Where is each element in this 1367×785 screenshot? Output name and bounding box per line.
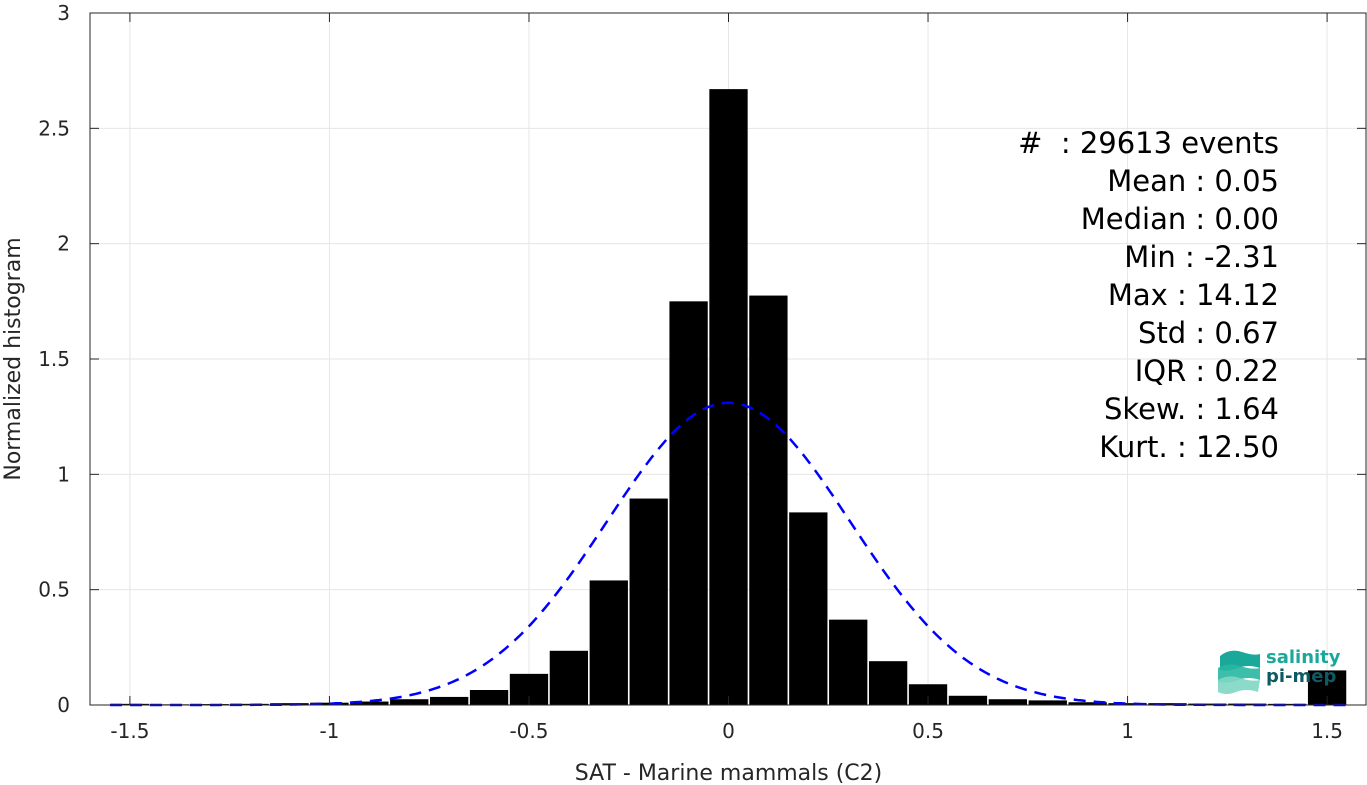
histogram-bar (1268, 703, 1307, 705)
histogram-bar (469, 690, 509, 705)
x-tick-label: 1 (1121, 719, 1134, 743)
y-tick-label: 0.5 (38, 578, 70, 602)
logo-wave-icon (1218, 650, 1260, 694)
stat-iqr: IQR : 0.22 (1134, 354, 1279, 388)
x-tick-label: -0.5 (509, 719, 548, 743)
histogram-bar (1068, 702, 1107, 705)
histogram-bar (230, 703, 269, 705)
histogram-bar (1188, 703, 1227, 705)
y-tick-label: 0 (57, 693, 70, 717)
histogram-bar (789, 512, 828, 705)
x-tick-label: -1.5 (110, 719, 149, 743)
logo-line1: salinity (1266, 647, 1341, 668)
histogram-bar (908, 684, 948, 705)
stat-min: Min : -2.31 (1124, 240, 1279, 274)
stat-kurt: Kurt. : 12.50 (1099, 430, 1279, 464)
x-tick-label: 0 (722, 719, 735, 743)
histogram-bar (749, 295, 788, 705)
x-axis-label: SAT - Marine mammals (C2) (575, 761, 883, 785)
histogram-bar (589, 580, 628, 705)
y-tick-label: 1.5 (38, 347, 70, 371)
x-tick-label: -1 (319, 719, 339, 743)
stat-events: # : 29613 events (1018, 126, 1279, 160)
histogram-bar (988, 699, 1027, 705)
salinity-pimep-logo: salinity pi-mep (1216, 646, 1346, 694)
stat-std: Std : 0.67 (1138, 316, 1279, 350)
y-tick-label: 2 (57, 232, 70, 256)
statistics-panel: # : 29613 events Mean : 0.05 Median : 0.… (1018, 124, 1279, 466)
histogram-bar (549, 650, 589, 705)
histogram-bar (1028, 700, 1067, 705)
histogram-bar (669, 301, 708, 705)
histogram-bar (948, 695, 988, 705)
histogram-bar (430, 696, 469, 705)
histogram-bar (829, 619, 868, 705)
histogram-bar (868, 661, 908, 705)
histogram-bar (390, 699, 429, 705)
gaussian-fit-curve (110, 401, 1347, 707)
logo-line2: pi-mep (1266, 666, 1337, 687)
histogram-bar (350, 701, 389, 705)
histogram-bar (629, 498, 668, 705)
stat-max: Max : 14.12 (1107, 278, 1279, 312)
histogram-bar (270, 703, 309, 705)
y-axis-label: Normalized histogram (1, 237, 26, 480)
histogram-bar (1228, 703, 1267, 705)
histogram-bar (1148, 703, 1187, 705)
y-tick-label: 2.5 (38, 116, 70, 140)
stat-mean: Mean : 0.05 (1107, 164, 1279, 198)
x-tick-label: 0.5 (912, 719, 944, 743)
y-tick-label: 3 (57, 1, 70, 25)
x-tick-label: 1.5 (1311, 719, 1343, 743)
stat-skew: Skew. : 1.64 (1103, 392, 1279, 426)
y-tick-label: 1 (57, 462, 70, 486)
axis-ticks: -1.5 -1 -0.5 0 0.5 1 1.5 0 0.5 1 1.5 2 2.5 3 (38, 1, 1366, 743)
histogram-bar (709, 89, 748, 706)
stat-median: Median : 0.00 (1080, 202, 1279, 236)
histogram-bars (110, 89, 1347, 706)
